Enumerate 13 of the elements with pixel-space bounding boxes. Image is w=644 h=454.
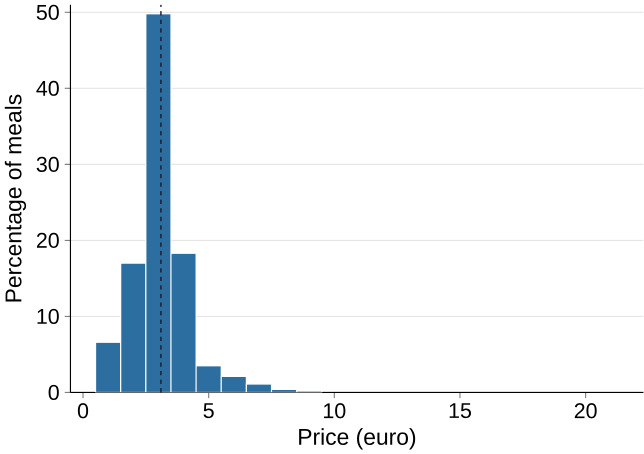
y-tick-label: 30 <box>36 156 59 172</box>
x-axis-title: Price (euro) <box>299 428 416 450</box>
x-tick-label: 0 <box>78 403 88 418</box>
x-tick-label: 10 <box>324 403 346 418</box>
y-tick-label: 0 <box>48 384 59 400</box>
x-tick-label: 20 <box>574 403 597 418</box>
y-tick-label: 40 <box>36 80 59 96</box>
y-tick-label: 20 <box>36 232 59 248</box>
y-axis-title: Percentage of meals <box>4 94 26 302</box>
y-tick-label: 50 <box>36 4 59 20</box>
x-tick-label: 15 <box>450 403 471 418</box>
x-tick-label: 5 <box>204 403 214 418</box>
y-tick-label: 10 <box>38 308 59 324</box>
